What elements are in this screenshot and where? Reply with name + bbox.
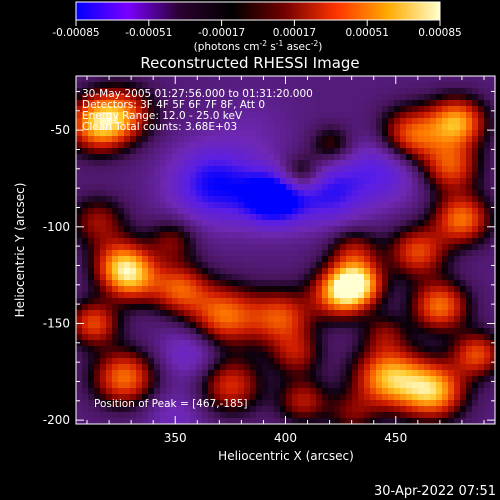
colorbar bbox=[75, 1, 441, 21]
colorbar-tick-label: -0.00051 bbox=[125, 27, 172, 39]
annotation-block: 30-May-2005 01:27:56.000 to 01:31:20.000… bbox=[82, 88, 313, 133]
annotation-detectors: Detectors: 3F 4F 5F 6F 7F 8F, Att 0 bbox=[82, 99, 265, 111]
colorbar-tick-label: -0.00085 bbox=[52, 27, 99, 39]
x-axis-ticks: 350 400 450 bbox=[86, 76, 485, 445]
y-tick-label: -100 bbox=[43, 220, 70, 234]
annotation-time: 30-May-2005 01:27:56.000 to 01:31:20.000 bbox=[82, 88, 313, 100]
colorbar-tick-label: 0.00017 bbox=[273, 27, 316, 39]
y-tick-label: -50 bbox=[50, 123, 70, 137]
y-axis-ticks: -50 -100 -150 -200 bbox=[43, 90, 495, 427]
y-tick-label: -150 bbox=[43, 316, 70, 330]
y-axis-label: Heliocentric Y (arcsec) bbox=[13, 183, 27, 318]
colorbar-tick-label: 0.00085 bbox=[418, 27, 461, 39]
timestamp: 30-Apr-2022 07:51 bbox=[374, 484, 496, 499]
colorbar-ticks: -0.00085 -0.00051 -0.00017 0.00017 0.00051 0.… bbox=[52, 20, 462, 39]
colorbar-tick-label: -0.00017 bbox=[198, 27, 245, 39]
x-tick-label: 350 bbox=[164, 431, 187, 445]
x-tick-label: 400 bbox=[274, 431, 297, 445]
annotation-counts: Clean Total counts: 3.68E+03 bbox=[82, 121, 237, 133]
x-tick-label: 450 bbox=[384, 431, 407, 445]
peak-position-label: Position of Peak = [467,-185] bbox=[94, 398, 248, 410]
x-axis-label: Heliocentric X (arcsec) bbox=[218, 449, 354, 463]
annotation-energy: Energy Range: 12.0 - 25.0 keV bbox=[82, 110, 243, 122]
y-tick-label: -200 bbox=[43, 413, 70, 427]
colorbar-label: (photons cm-2 s-1 asec-2) bbox=[194, 39, 323, 53]
colorbar-tick-label: 0.00051 bbox=[345, 27, 388, 39]
chart-title: Reconstructed RHESSI Image bbox=[140, 54, 359, 72]
